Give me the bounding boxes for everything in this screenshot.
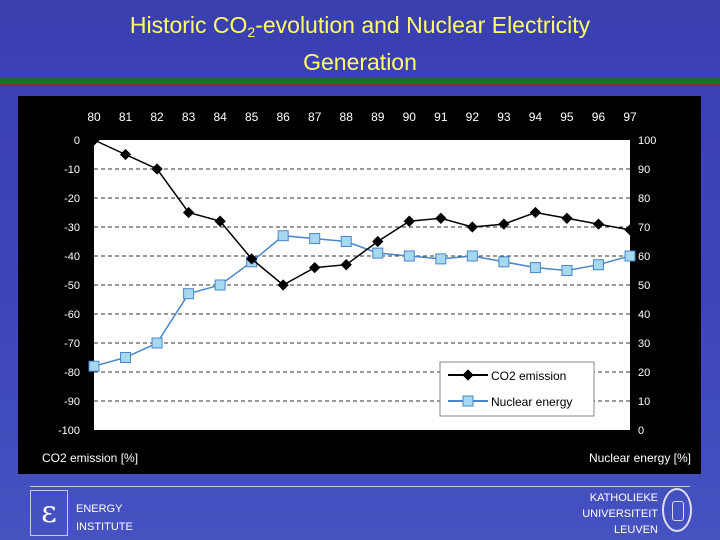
x-tick-label: 92 xyxy=(466,110,480,124)
university-seal-icon xyxy=(662,488,692,532)
institute-line1: ENERGY xyxy=(76,503,123,515)
university-line2: UNIVERSITEIT xyxy=(582,508,658,520)
y-right-axis-label: Nuclear energy [%] xyxy=(589,451,691,465)
y-left-tick-label: 0 xyxy=(74,135,80,147)
nuclear-energy-point xyxy=(435,253,447,265)
co2-emission-point xyxy=(245,253,258,265)
legend-co2-label: CO2 emission xyxy=(491,369,566,383)
nuclear-energy-point xyxy=(340,236,352,247)
nuclear-energy-point xyxy=(498,256,510,268)
co2-emission-point xyxy=(592,218,605,230)
legend-co2-marker xyxy=(462,369,474,381)
x-tick-label: 89 xyxy=(371,110,385,124)
nuclear-energy-point xyxy=(529,262,541,274)
nuclear-energy-point xyxy=(309,233,321,245)
nuclear-energy-point xyxy=(214,279,226,291)
x-tick-label: 86 xyxy=(276,110,290,124)
x-tick-label: 90 xyxy=(403,110,417,124)
y-right-tick-label: 100 xyxy=(638,135,656,147)
x-tick-label: 97 xyxy=(623,110,637,124)
university-line1: KATHOLIEKE xyxy=(589,492,658,504)
x-tick-label: 95 xyxy=(560,110,574,124)
chart-panel: 0 -10 -20 -30 -40 -50 -60 -70 -80 -90 -100 100 90 80 7… xyxy=(18,96,701,474)
nuclear-energy-point xyxy=(403,250,415,262)
x-tick-label: 84 xyxy=(213,110,227,124)
co2-emission-line xyxy=(93,139,631,286)
university-line3: LEUVEN xyxy=(613,524,658,536)
y-right-tick-label: 30 xyxy=(638,338,650,350)
y-right-tick-label: 50 xyxy=(638,280,650,292)
y-left-tick-label: -10 xyxy=(64,164,80,176)
y-right-tick-label: 70 xyxy=(638,222,650,234)
y-right-tick-label: 60 xyxy=(638,251,650,263)
y-right-tick-label: 10 xyxy=(638,396,650,408)
energy-institute-name: ENERGY INSTITUTE xyxy=(76,500,133,536)
x-tick-label: 87 xyxy=(308,110,322,124)
nuclear-energy-point xyxy=(88,360,100,372)
y-left-tick-label: -90 xyxy=(64,396,80,408)
logo-epsilon-glyph: ε xyxy=(41,495,57,530)
y-left-axis-label: CO2 emission [%] xyxy=(42,451,138,465)
co2-emission-point xyxy=(624,224,636,236)
co2-emission-point xyxy=(372,235,384,248)
energy-institute-logo: ε xyxy=(30,490,68,536)
legend-nuclear-label: Nuclear energy xyxy=(491,395,572,409)
slide-title: Historic CO2-evolution and Nuclear Elect… xyxy=(0,10,720,77)
y-left-tick-label: -80 xyxy=(64,367,80,379)
nuclear-energy-point xyxy=(120,352,132,363)
line-chart: 0-10-20-30-40-50-60-70-80-90-10010090807… xyxy=(42,110,691,465)
footer-divider xyxy=(30,486,690,487)
y-left-tick-label: -20 xyxy=(64,193,80,205)
x-tick-label: 91 xyxy=(434,110,448,124)
nuclear-energy-point xyxy=(151,337,163,349)
nuclear-energy-point xyxy=(624,250,636,262)
nuclear-energy-point xyxy=(592,259,604,271)
nuclear-energy-point xyxy=(277,230,289,242)
title-divider-red xyxy=(0,84,720,86)
nuclear-energy-point xyxy=(561,265,573,276)
y-right-tick-label: 80 xyxy=(638,193,650,205)
y-left-tick-label: -40 xyxy=(64,251,80,263)
title-co2: Historic CO xyxy=(129,12,248,38)
co2-emission-point xyxy=(498,218,510,230)
university-name: KATHOLIEKE UNIVERSITEIT LEUVEN xyxy=(560,490,658,538)
x-tick-label: 81 xyxy=(119,110,133,124)
title-divider-green xyxy=(0,78,720,84)
co2-emission-point xyxy=(277,279,289,291)
x-tick-label: 88 xyxy=(340,110,354,124)
x-tick-label: 94 xyxy=(529,110,543,124)
x-tick-label: 96 xyxy=(592,110,606,124)
y-right-tick-label: 0 xyxy=(638,425,644,437)
y-right-tick-label: 40 xyxy=(638,309,650,321)
title-line2: Generation xyxy=(303,49,417,75)
x-tick-label: 80 xyxy=(87,110,101,124)
nuclear-energy-point xyxy=(183,288,195,300)
legend-nuclear-marker xyxy=(462,395,474,407)
y-left-tick-label: -60 xyxy=(64,309,80,321)
title-subscript: 2 xyxy=(247,24,256,40)
institute-line2: INSTITUTE xyxy=(76,521,133,533)
y-left-tick-label: -100 xyxy=(58,425,80,437)
co2-emission-point xyxy=(340,259,352,271)
co2-emission-point xyxy=(309,261,321,274)
y-right-tick-label: 20 xyxy=(638,367,650,379)
nuclear-energy-point xyxy=(466,250,478,262)
nuclear-energy-point xyxy=(372,247,384,259)
x-tick-label: 85 xyxy=(245,110,259,124)
legend-box xyxy=(439,361,595,417)
x-tick-label: 83 xyxy=(182,110,196,124)
y-right-tick-label: 90 xyxy=(638,164,650,176)
y-left-tick-label: -50 xyxy=(64,280,80,292)
y-left-tick-label: -70 xyxy=(64,338,80,350)
x-tick-label: 93 xyxy=(497,110,511,124)
title-rest: -evolution and Nuclear Electricity xyxy=(255,12,591,38)
x-tick-label: 82 xyxy=(150,110,164,124)
y-left-tick-label: -30 xyxy=(64,222,80,234)
